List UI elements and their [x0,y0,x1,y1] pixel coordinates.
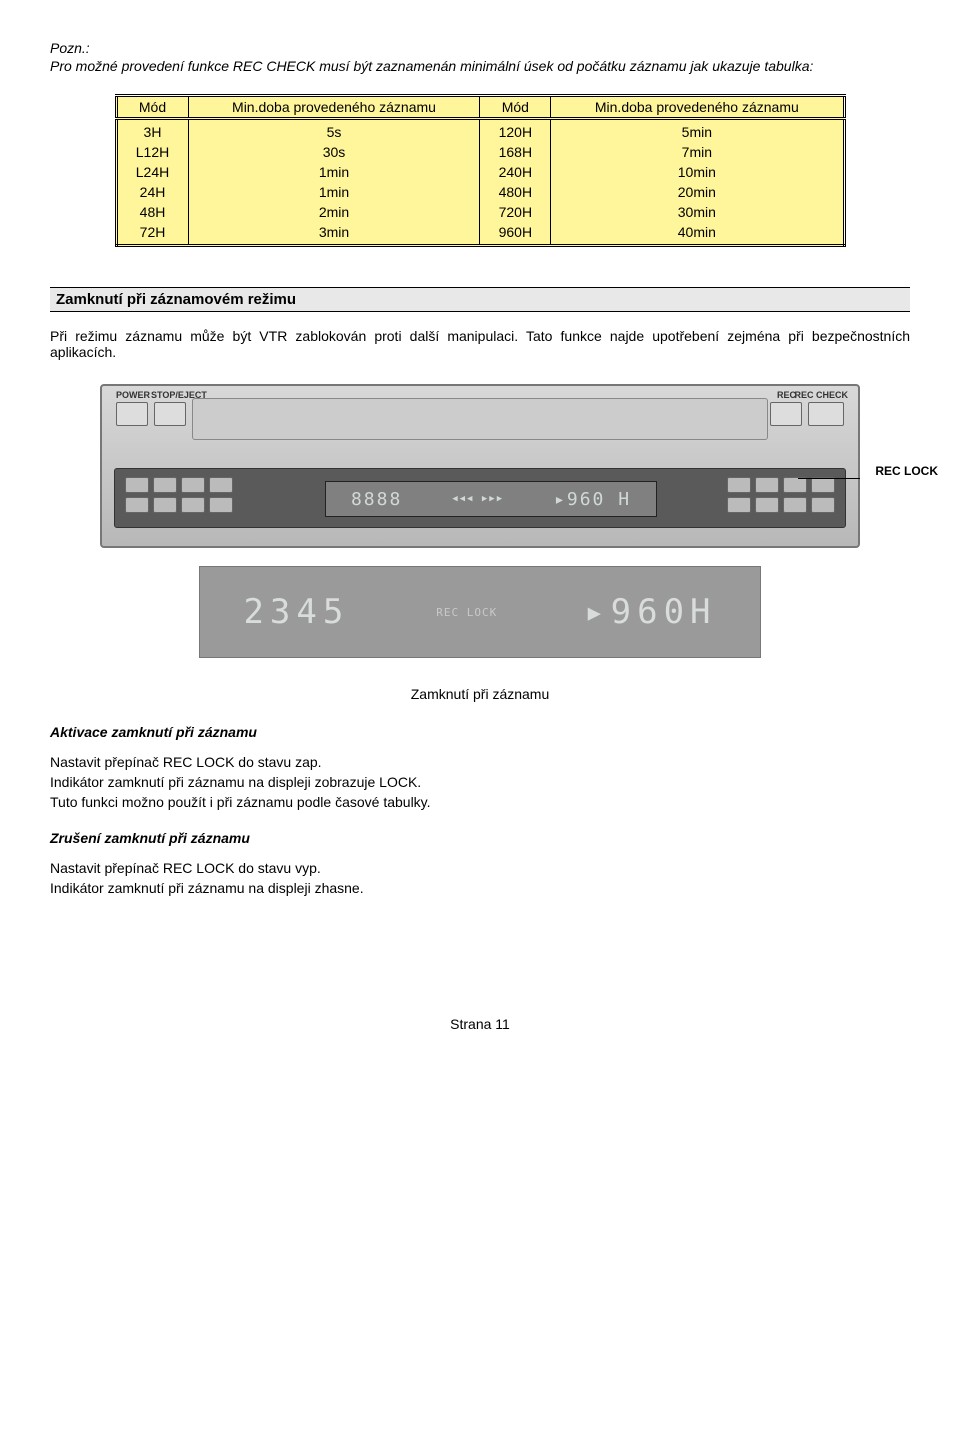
table-cell: L12H [116,142,188,162]
table-cell: L24H [116,162,188,182]
table-cell: 240H [480,162,551,182]
table-cell: 720H [480,202,551,222]
panel-button-icon [125,497,149,513]
cancel-line1: Nastavit přepínač REC LOCK do stavu vyp. [50,860,910,876]
table-header: Mód [116,96,188,119]
activation-line1: Nastavit přepínač REC LOCK do stavu zap. [50,754,910,770]
rec-label: REC [777,390,796,400]
panel-button-icon [811,497,835,513]
table-row: 72H 3min 960H 40min [116,222,844,246]
panel-button-icon [209,497,233,513]
rec-button-icon [770,402,802,426]
table-header: Min.doba provedeného záznamu [551,96,844,119]
table-cell: 3min [188,222,480,246]
rec-check-button-icon [808,402,844,426]
section-heading-lock: Zamknutí při záznamovém režimu [50,287,910,312]
table-row: L24H 1min 240H 10min [116,162,844,182]
table-cell: 5min [551,119,844,143]
table-cell: 3H [116,119,188,143]
arrow-icon [798,478,860,479]
table-row: 24H 1min 480H 20min [116,182,844,202]
panel-button-icon [181,497,205,513]
display-right: ▸960 H [554,489,631,510]
table-header: Min.doba provedeného záznamu [188,96,480,119]
table-cell: 120H [480,119,551,143]
activation-heading: Aktivace zamknutí při záznamu [50,724,910,740]
table-cell: 7min [551,142,844,162]
power-label: POWER [116,390,150,400]
table-row: 48H 2min 720H 30min [116,202,844,222]
table-row: L12H 30s 168H 7min [116,142,844,162]
panel-button-icon [811,477,835,493]
reclock-callout: REC LOCK [875,464,938,478]
note-label: Pozn.: [50,40,910,56]
table-cell: 2min [188,202,480,222]
activation-line2: Indikátor zamknutí při záznamu na disple… [50,774,910,790]
table-cell: 1min [188,182,480,202]
panel-button-icon [755,497,779,513]
cancel-heading: Zrušení zamknutí při záznamu [50,830,910,846]
table-cell: 960H [480,222,551,246]
table-cell: 40min [551,222,844,246]
table-cell: 24H [116,182,188,202]
table-row: 3H 5s 120H 5min [116,119,844,143]
cancel-line2: Indikátor zamknutí při záznamu na disple… [50,880,910,896]
table-header: Mód [480,96,551,119]
display-closeup-icon: 2345 REC LOCK ▸960H [199,566,761,658]
activation-line3: Tuto funkci možno použít i při záznamu p… [50,794,910,810]
control-panel-icon: 8888 ◀◀◀ ▶▶▶ ▸960 H [114,468,846,528]
section-paragraph: Při režimu záznamu může být VTR zablokov… [50,328,910,360]
table-cell: 10min [551,162,844,182]
vtr-front-panel: POWER STOP/EJECT REC REC CHECK 8888 ◀◀◀ … [100,384,860,548]
panel-button-icon [727,497,751,513]
panel-button-icon [783,497,807,513]
table-cell: 5s [188,119,480,143]
panel-button-icon [153,477,177,493]
panel-button-icon [755,477,779,493]
table-cell: 30s [188,142,480,162]
table-header-row: Mód Min.doba provedeného záznamu Mód Min… [116,96,844,119]
table-cell: 48H [116,202,188,222]
display-left: 8888 [351,489,402,510]
stop-eject-button-icon [154,402,186,426]
min-record-time-table: Mód Min.doba provedeného záznamu Mód Min… [115,94,846,247]
vtr-figure: POWER STOP/EJECT REC REC CHECK 8888 ◀◀◀ … [100,384,860,658]
note-text: Pro možné provedení funkce REC CHECK mus… [50,58,910,74]
table-cell: 30min [551,202,844,222]
table-cell: 480H [480,182,551,202]
panel-button-icon [209,477,233,493]
power-button-icon [116,402,148,426]
panel-button-icon [727,477,751,493]
table-cell: 1min [188,162,480,182]
table-cell: 168H [480,142,551,162]
table-cell: 20min [551,182,844,202]
cassette-slot-icon [192,398,768,440]
vtr-display-icon: 8888 ◀◀◀ ▶▶▶ ▸960 H [325,481,657,517]
panel-button-icon [153,497,177,513]
panel-button-icon [783,477,807,493]
closeup-right: ▸960H [584,592,716,632]
panel-button-icon [125,477,149,493]
figure-caption: Zamknutí při záznamu [50,686,910,702]
panel-button-icon [181,477,205,493]
closeup-mid: REC LOCK [436,606,497,619]
rec-check-label: REC CHECK [794,390,848,400]
table-cell: 72H [116,222,188,246]
closeup-left: 2345 [243,592,349,632]
page-footer: Strana 11 [50,1016,910,1032]
